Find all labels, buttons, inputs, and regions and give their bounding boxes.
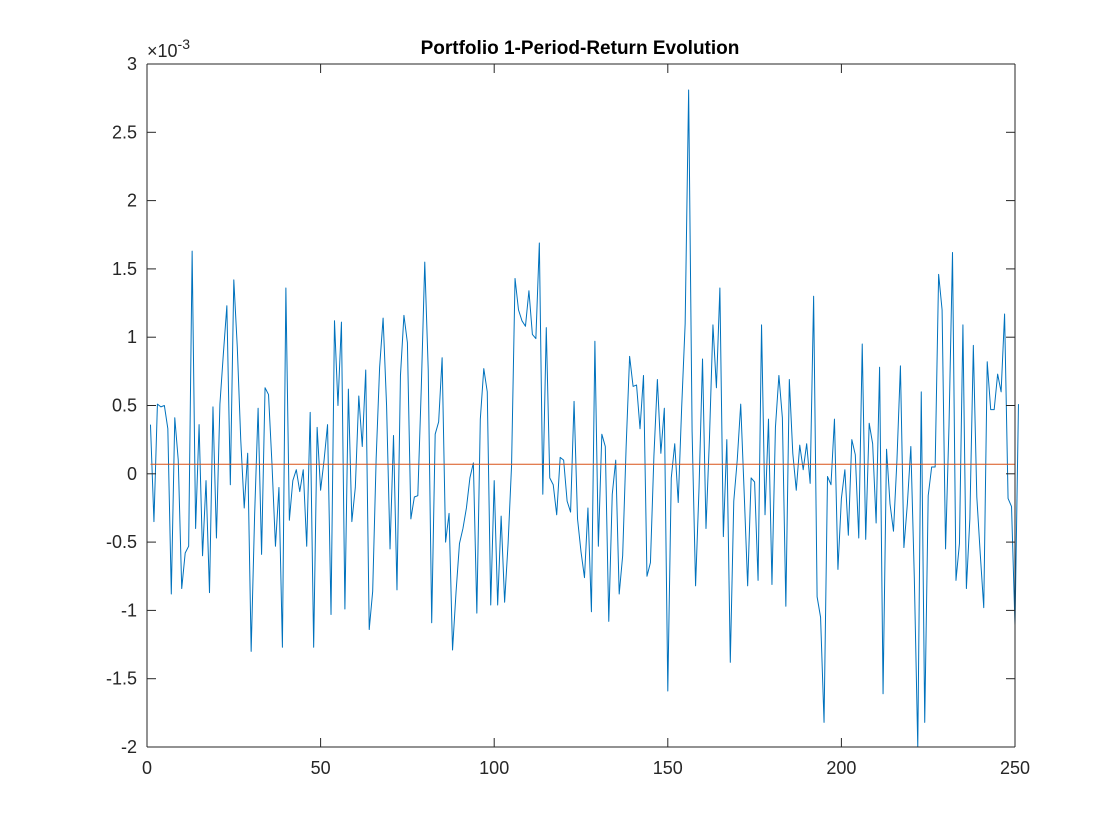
y-tick-label: 1.5 (112, 259, 137, 279)
y-tick-label: 2 (127, 191, 137, 211)
chart-title: Portfolio 1-Period-Return Evolution (421, 38, 740, 59)
x-tick-label: 250 (1000, 758, 1030, 778)
x-tick-label: 0 (142, 758, 152, 778)
y-exponent-label: ×10-3 (147, 36, 190, 61)
y-tick-label: 3 (127, 54, 137, 74)
return-series-line (149, 89, 1019, 748)
y-exponent-base: ×10 (147, 41, 178, 61)
y-tick-label: -0.5 (106, 532, 137, 552)
x-tick-label: 200 (826, 758, 856, 778)
y-tick-label: -2 (121, 737, 137, 757)
plot-background (147, 64, 1015, 747)
y-tick-label: 0.5 (112, 396, 137, 416)
series-layer (149, 89, 1019, 748)
x-tick-label: 50 (311, 758, 331, 778)
tick-layer: 0 50 100 150 200 250 -2 -1.5 -1 -0.5 0 0.5 1 1.5 2 2.5 3 (106, 54, 1030, 778)
svg-text:×10-3: ×10-3 (147, 36, 190, 61)
x-tick-label: 100 (479, 758, 509, 778)
plot-area (147, 64, 1015, 747)
y-tick-label: -1.5 (106, 669, 137, 689)
y-tick-label: -1 (121, 600, 137, 620)
y-tick-label: 2.5 (112, 122, 137, 142)
y-exponent-power: -3 (178, 36, 191, 52)
x-tick-label: 150 (653, 758, 683, 778)
y-tick-label: 0 (127, 464, 137, 484)
y-tick-label: 1 (127, 327, 137, 347)
